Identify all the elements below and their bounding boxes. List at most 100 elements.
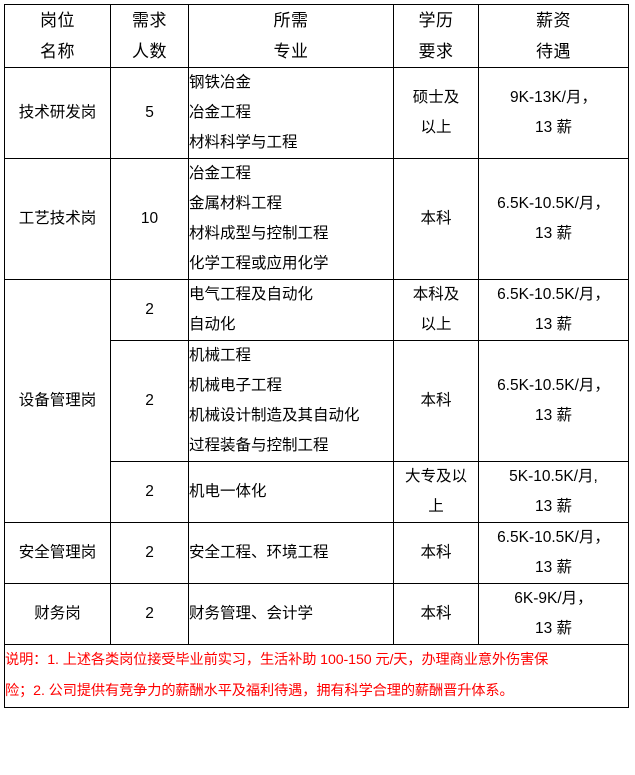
cell-salary: 6.5K-10.5K/月， 13 薪 (478, 340, 629, 462)
cell-post: 设备管理岗 (4, 279, 111, 523)
table-footnote-row: 说明：1. 上述各类岗位接受毕业前实习，生活补助 100-150 元/天，办理商… (4, 644, 629, 708)
salary-line: 13 薪 (534, 407, 573, 424)
cell-majors: 机械工程 机械电子工程 机械设计制造及其自动化 过程装备与控制工程 (188, 340, 394, 462)
salary-line: 6.5K-10.5K/月， (497, 377, 610, 394)
major-item: 材料成型与控制工程 (189, 225, 329, 242)
cell-education: 本科 (393, 583, 479, 645)
major-item: 过程装备与控制工程 (189, 437, 329, 454)
major-item: 电气工程及自动化 (189, 286, 314, 303)
column-header-count-line2: 人数 (132, 42, 167, 61)
column-header-major: 所需 专业 (188, 4, 394, 68)
cell-education: 本科 (393, 158, 479, 280)
column-header-post: 岗位 名称 (4, 4, 111, 68)
column-header-education: 学历 要求 (393, 4, 479, 68)
education-line: 本科及 (412, 286, 460, 303)
table-row: 技术研发岗 5 钢铁冶金 冶金工程 材料科学与工程 硕士及 以上 9K-13K/… (4, 67, 629, 159)
table-row: 安全管理岗 2 安全工程、环境工程 本科 6.5K-10.5K/月， 13 薪 (4, 522, 629, 584)
salary-line: 13 薪 (534, 559, 573, 576)
major-item: 钢铁冶金 (189, 74, 252, 91)
major-item: 金属材料工程 (189, 195, 283, 212)
table-row: 2 机电一体化 大专及以 上 5K-10.5K/月, 13 薪 (5, 461, 629, 523)
salary-line: 13 薪 (534, 316, 573, 333)
footnote-cell: 说明：1. 上述各类岗位接受毕业前实习，生活补助 100-150 元/天，办理商… (4, 644, 629, 708)
cell-salary: 6.5K-10.5K/月， 13 薪 (478, 279, 629, 341)
column-header-post-line2: 名称 (40, 42, 75, 61)
footnote-line-1: 说明：1. 上述各类岗位接受毕业前实习，生活补助 100-150 元/天，办理商… (5, 652, 549, 668)
education-line: 大专及以 (404, 468, 467, 485)
cell-count: 2 (110, 340, 189, 462)
cell-salary: 6K-9K/月， 13 薪 (478, 583, 629, 645)
salary-line: 6.5K-10.5K/月， (497, 286, 610, 303)
major-item: 冶金工程 (189, 104, 252, 121)
column-header-count: 需求 人数 (110, 4, 189, 68)
education-line: 以上 (420, 316, 452, 333)
cell-education: 大专及以 上 (393, 461, 479, 523)
salary-line: 6K-9K/月， (514, 590, 593, 607)
major-item: 机械设计制造及其自动化 (189, 407, 360, 424)
column-header-education-line1: 学历 (418, 11, 454, 30)
education-line: 本科 (420, 392, 452, 409)
salary-line: 6.5K-10.5K/月， (497, 529, 610, 546)
job-requirements-table: 岗位 名称 需求 人数 所需 专业 学历 要求 薪资 待遇 (4, 4, 629, 708)
salary-line: 13 薪 (534, 620, 573, 637)
table-row: 财务岗 2 财务管理、会计学 本科 6K-9K/月， 13 薪 (4, 583, 629, 645)
column-header-count-line1: 需求 (132, 11, 167, 30)
cell-majors: 财务管理、会计学 (188, 583, 394, 645)
cell-majors: 冶金工程 金属材料工程 材料成型与控制工程 化学工程或应用化学 (188, 158, 394, 280)
column-header-salary-line1: 薪资 (536, 11, 571, 30)
cell-majors: 电气工程及自动化 自动化 (188, 279, 394, 341)
education-line: 硕士及 (412, 89, 460, 106)
column-header-post-line1: 岗位 (40, 11, 75, 30)
cell-count: 2 (110, 583, 189, 645)
major-item: 冶金工程 (189, 165, 252, 182)
table-header-row: 岗位 名称 需求 人数 所需 专业 学历 要求 薪资 待遇 (4, 4, 629, 68)
cell-post: 技术研发岗 (4, 67, 111, 159)
major-item: 自动化 (189, 316, 236, 333)
cell-post: 财务岗 (4, 583, 111, 645)
education-line: 以上 (420, 119, 452, 136)
major-item: 机械电子工程 (189, 377, 283, 394)
table-row: 工艺技术岗 10 冶金工程 金属材料工程 材料成型与控制工程 化学工程或应用化学… (4, 158, 629, 280)
column-header-salary-line2: 待遇 (536, 42, 571, 61)
salary-line: 13 薪 (534, 498, 573, 515)
cell-majors: 钢铁冶金 冶金工程 材料科学与工程 (188, 67, 394, 159)
column-header-education-line2: 要求 (418, 42, 454, 61)
salary-line: 5K-10.5K/月, (509, 468, 598, 485)
cell-post: 安全管理岗 (4, 522, 111, 584)
cell-count: 2 (110, 461, 189, 523)
table-row: 2 机械工程 机械电子工程 机械设计制造及其自动化 过程装备与控制工程 本科 6… (5, 340, 629, 462)
salary-line: 6.5K-10.5K/月， (497, 195, 610, 212)
major-item: 机电一体化 (189, 483, 267, 500)
cell-count: 2 (110, 279, 189, 341)
education-line: 本科 (420, 544, 452, 561)
major-item: 化学工程或应用化学 (189, 255, 329, 272)
education-line: 本科 (420, 605, 452, 622)
cell-education: 本科 (393, 522, 479, 584)
column-header-major-line2: 专业 (273, 42, 309, 61)
salary-line: 13 薪 (534, 119, 573, 136)
cell-count: 5 (110, 67, 189, 159)
major-item: 财务管理、会计学 (189, 605, 314, 622)
cell-salary: 6.5K-10.5K/月， 13 薪 (478, 522, 629, 584)
major-item: 材料科学与工程 (189, 134, 298, 151)
cell-salary: 6.5K-10.5K/月， 13 薪 (478, 158, 629, 280)
education-line: 上 (428, 498, 444, 515)
major-item: 安全工程、环境工程 (189, 544, 329, 561)
cell-count: 2 (110, 522, 189, 584)
cell-education: 本科 (393, 340, 479, 462)
cell-education: 本科及 以上 (393, 279, 479, 341)
cell-salary: 5K-10.5K/月, 13 薪 (478, 461, 629, 523)
cell-majors: 机电一体化 (188, 461, 394, 523)
major-item: 机械工程 (189, 347, 252, 364)
table-row: 设备管理岗 2 电气工程及自动化 自动化 本科及 以上 6.5K-10.5K/月… (4, 279, 629, 523)
salary-line: 9K-13K/月， (509, 89, 597, 106)
footnote-line-2: 险；2. 公司提供有竞争力的薪酬水平及福利待遇，拥有科学合理的薪酬晋升体系。 (5, 683, 514, 699)
column-header-salary: 薪资 待遇 (478, 4, 629, 68)
cell-majors: 安全工程、环境工程 (188, 522, 394, 584)
column-header-major-line1: 所需 (273, 11, 309, 30)
salary-line: 13 薪 (534, 225, 573, 242)
cell-salary: 9K-13K/月， 13 薪 (478, 67, 629, 159)
cell-post: 工艺技术岗 (4, 158, 111, 280)
cell-education: 硕士及 以上 (393, 67, 479, 159)
